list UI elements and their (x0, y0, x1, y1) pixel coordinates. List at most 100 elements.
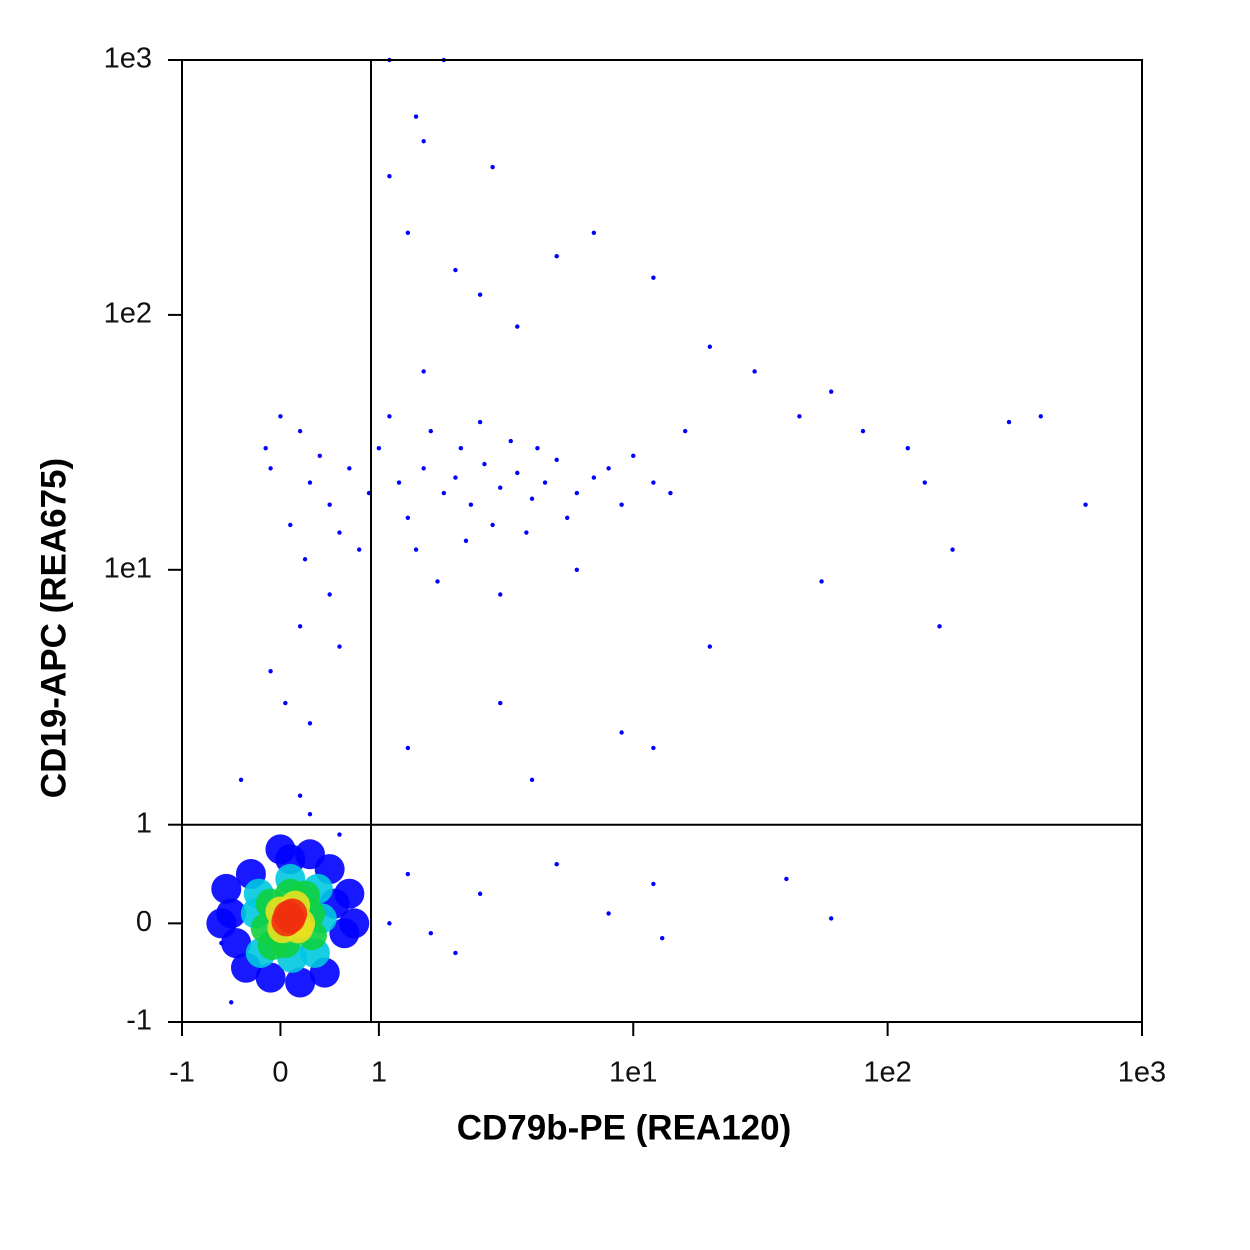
event-dot (707, 344, 713, 349)
event-dot (307, 811, 313, 817)
event-dot (453, 475, 458, 480)
plot-frame (181, 59, 1143, 1023)
event-dot (651, 881, 656, 887)
event-dot (268, 466, 273, 471)
event-dot (554, 253, 559, 259)
x-axis-title: CD79b-PE (REA120) (457, 1108, 792, 1147)
event-dot (535, 445, 540, 451)
event-dot (337, 644, 342, 649)
event-dot (435, 579, 440, 584)
event-dot (524, 530, 529, 535)
event-dot (752, 369, 757, 374)
event-dot (477, 419, 483, 425)
event-dot (515, 470, 520, 476)
event-dot (453, 950, 458, 956)
x-tick-label: 1e1 (609, 1057, 657, 1089)
event-dot (707, 644, 713, 649)
event-dot (278, 414, 283, 419)
event-dot (606, 911, 611, 916)
x-tick-label: 0 (272, 1057, 288, 1089)
event-dot (554, 457, 559, 463)
event-dot (482, 461, 487, 467)
event-dot (238, 777, 244, 783)
event-dot (421, 369, 426, 374)
x-tick-label: -1 (169, 1057, 195, 1089)
event-dot (297, 793, 303, 798)
event-dot (307, 721, 313, 726)
event-dot (263, 445, 268, 451)
event-dot (619, 502, 624, 507)
event-dot (339, 908, 370, 939)
event-dot (515, 324, 520, 329)
event-dot (682, 428, 688, 434)
event-dot (294, 839, 325, 870)
x-tick-label: 1e3 (1118, 1057, 1166, 1089)
event-dot (421, 139, 426, 144)
event-dot (413, 114, 419, 119)
event-dot (463, 538, 469, 543)
event-dot (441, 490, 447, 496)
event-dot (631, 453, 636, 459)
y-tick-label: 1e3 (104, 43, 152, 75)
event-dot (529, 496, 535, 501)
event-dot (405, 745, 411, 751)
y-tick-label: -1 (126, 1005, 152, 1037)
event-dot (327, 502, 332, 507)
event-dot (317, 453, 323, 459)
event-dot (347, 466, 352, 471)
event-dot (396, 480, 402, 485)
event-dot (265, 834, 296, 865)
event-dot (458, 445, 464, 451)
event-dot (337, 832, 342, 837)
event-dot (828, 389, 834, 394)
event-dot (651, 275, 656, 280)
event-dot (498, 700, 503, 706)
event-dot (574, 567, 580, 573)
event-dot (922, 480, 927, 485)
event-dot (387, 174, 392, 179)
event-dot (302, 557, 308, 562)
event-dot (619, 730, 624, 735)
event-dot (860, 428, 866, 434)
event-dot (784, 876, 789, 882)
event-dot (255, 962, 286, 993)
event-dot (288, 522, 293, 528)
x-tick-label: 1e2 (863, 1057, 911, 1089)
event-dot (297, 428, 303, 434)
y-tick-label: 1e2 (104, 298, 152, 330)
event-dot (508, 438, 513, 444)
event-dot (405, 230, 411, 235)
event-dot (490, 522, 495, 528)
event-dot (405, 871, 411, 877)
event-dot (405, 515, 411, 520)
y-axis-title: CD19-APC (REA675) (34, 458, 73, 798)
event-dot (591, 475, 597, 480)
event-dot (1083, 502, 1088, 507)
event-dot (428, 931, 434, 936)
event-dot (477, 891, 483, 896)
event-dot (819, 579, 824, 584)
event-dot (356, 547, 362, 552)
event-dot (376, 445, 382, 451)
event-dot (651, 745, 656, 751)
event-dot (574, 490, 580, 496)
event-dot (950, 547, 955, 552)
event-dot (498, 592, 503, 597)
event-dot (297, 624, 303, 629)
event-dot (468, 502, 474, 507)
event-dot (937, 624, 942, 629)
event-dot (285, 967, 316, 998)
event-dot (283, 700, 288, 706)
event-dot (498, 485, 503, 490)
event-dot (453, 267, 458, 273)
event-dot (477, 292, 483, 297)
event-dot (206, 908, 237, 939)
event-dot (490, 164, 495, 170)
event-dot (421, 466, 426, 471)
event-dot (387, 921, 392, 926)
event-dot (660, 935, 665, 941)
y-tick-label: 1e1 (104, 552, 152, 584)
event-dot (1006, 419, 1012, 425)
event-dot (387, 414, 392, 419)
